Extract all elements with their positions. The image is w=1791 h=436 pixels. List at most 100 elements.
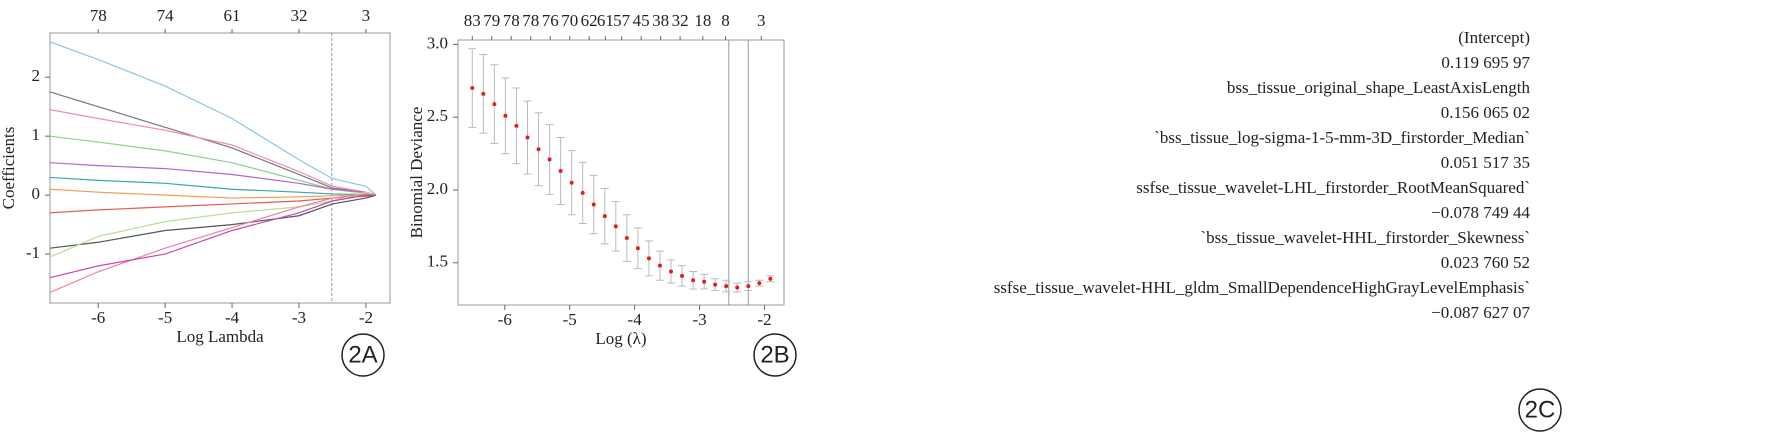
top-tick-label: 74 [157, 6, 175, 25]
x-tick-label: -2 [359, 308, 373, 327]
mean-point [591, 202, 596, 207]
plot-frame [49, 32, 391, 304]
feature-coefficient: 0.119 695 97 [1441, 53, 1530, 72]
feature-coefficient: 0.156 065 02 [1441, 103, 1530, 122]
y-tick-label: 2.5 [427, 106, 448, 125]
x-tick-label: -5 [563, 310, 577, 329]
feature-coefficient: −0.087 627 07 [1431, 303, 1530, 322]
panel-label: 2B [760, 341, 789, 368]
error-point [755, 279, 764, 287]
mean-point [691, 278, 696, 283]
mean-point [646, 256, 651, 261]
feature-coefficient: 0.051 517 35 [1441, 153, 1530, 172]
mean-point [503, 113, 508, 118]
error-point [600, 188, 609, 245]
error-point [468, 48, 477, 128]
x-tick-label: -6 [498, 310, 512, 329]
coefficient-line [49, 41, 377, 196]
mean-point [669, 269, 674, 274]
y-tick-label: 3.0 [427, 33, 448, 52]
x-axis-label: Log (λ) [595, 329, 646, 348]
mean-point [525, 135, 530, 140]
error-point [589, 174, 598, 235]
error-point [733, 282, 742, 293]
error-point [479, 54, 488, 134]
top-tick-label: 32 [290, 6, 307, 25]
error-point [667, 259, 676, 284]
mean-point [724, 284, 729, 289]
y-axis-label: Binomial Deviance [407, 107, 426, 239]
x-tick-label: -3 [292, 308, 306, 327]
y-tick-label: 0 [32, 184, 41, 203]
plot-frame [457, 39, 785, 306]
mean-point [657, 263, 662, 268]
top-tick-label: 45 [633, 11, 650, 30]
x-tick-label: -4 [225, 308, 240, 327]
error-point [534, 112, 543, 187]
top-tick-label: 78 [90, 6, 107, 25]
error-point [490, 64, 499, 144]
x-tick-label: -5 [158, 308, 172, 327]
panel-badge [1518, 388, 1562, 432]
top-tick-label: 8 [721, 11, 730, 30]
error-point [512, 87, 521, 165]
y-tick-label: 2 [32, 66, 41, 85]
mean-point [492, 102, 497, 107]
mean-point [635, 246, 640, 251]
error-point [644, 240, 653, 277]
coefficient-line [49, 191, 377, 258]
error-point [700, 273, 709, 290]
top-tick-label: 70 [561, 11, 578, 30]
top-tick-label: 3 [757, 11, 766, 30]
mean-point [757, 281, 762, 286]
top-tick-label: 61 [224, 6, 241, 25]
y-axis-label: Coefficients [0, 127, 18, 210]
mean-point [746, 284, 751, 289]
top-tick-label: 61 [597, 11, 614, 30]
coefficient-line [49, 193, 377, 293]
mean-point [514, 123, 519, 128]
error-point [578, 161, 587, 224]
coefficient-line [49, 162, 377, 196]
mean-point [547, 157, 552, 162]
error-point [545, 123, 554, 195]
feature-coefficient: 0.023 760 52 [1441, 253, 1530, 272]
error-point [523, 100, 532, 175]
top-tick-label: 78 [522, 11, 539, 30]
x-tick-label: -6 [91, 308, 105, 327]
feature-name: (Intercept) [1458, 28, 1530, 47]
feature-name: bss_tissue_original_shape_LeastAxisLengt… [1227, 78, 1531, 97]
y-tick-label: -1 [26, 243, 40, 262]
mean-point [735, 285, 740, 290]
mean-point [536, 147, 541, 152]
error-point [678, 265, 687, 287]
panel-label: 2C [1525, 396, 1556, 423]
top-tick-label: 83 [464, 11, 481, 30]
coefficient-line [49, 135, 377, 196]
feature-name: `bss_tissue_log-sigma-1-5-mm-3D_firstord… [1154, 128, 1530, 147]
top-tick-label: 76 [542, 11, 559, 30]
coefficient-line [49, 109, 377, 196]
error-point [611, 201, 620, 252]
error-point [501, 77, 510, 155]
top-tick-label: 78 [503, 11, 520, 30]
top-tick-label: 57 [613, 11, 631, 30]
feature-coefficient: −0.078 749 44 [1431, 203, 1530, 222]
mean-point [470, 86, 475, 91]
error-point [655, 250, 664, 281]
x-axis-label: Log Lambda [176, 327, 264, 346]
mean-point [580, 190, 585, 195]
y-tick-label: 1.5 [427, 252, 448, 271]
mean-point [702, 279, 707, 284]
error-point [556, 137, 565, 206]
top-tick-label: 79 [483, 11, 500, 30]
error-point [633, 227, 642, 270]
error-point [567, 150, 576, 216]
top-tick-label: 3 [362, 6, 371, 25]
mean-point [602, 214, 607, 219]
error-point [689, 271, 698, 290]
feature-name: ssfse_tissue_wavelet-HHL_gldm_SmallDepen… [994, 278, 1530, 297]
error-point [744, 281, 753, 291]
top-tick-label: 18 [694, 11, 711, 30]
